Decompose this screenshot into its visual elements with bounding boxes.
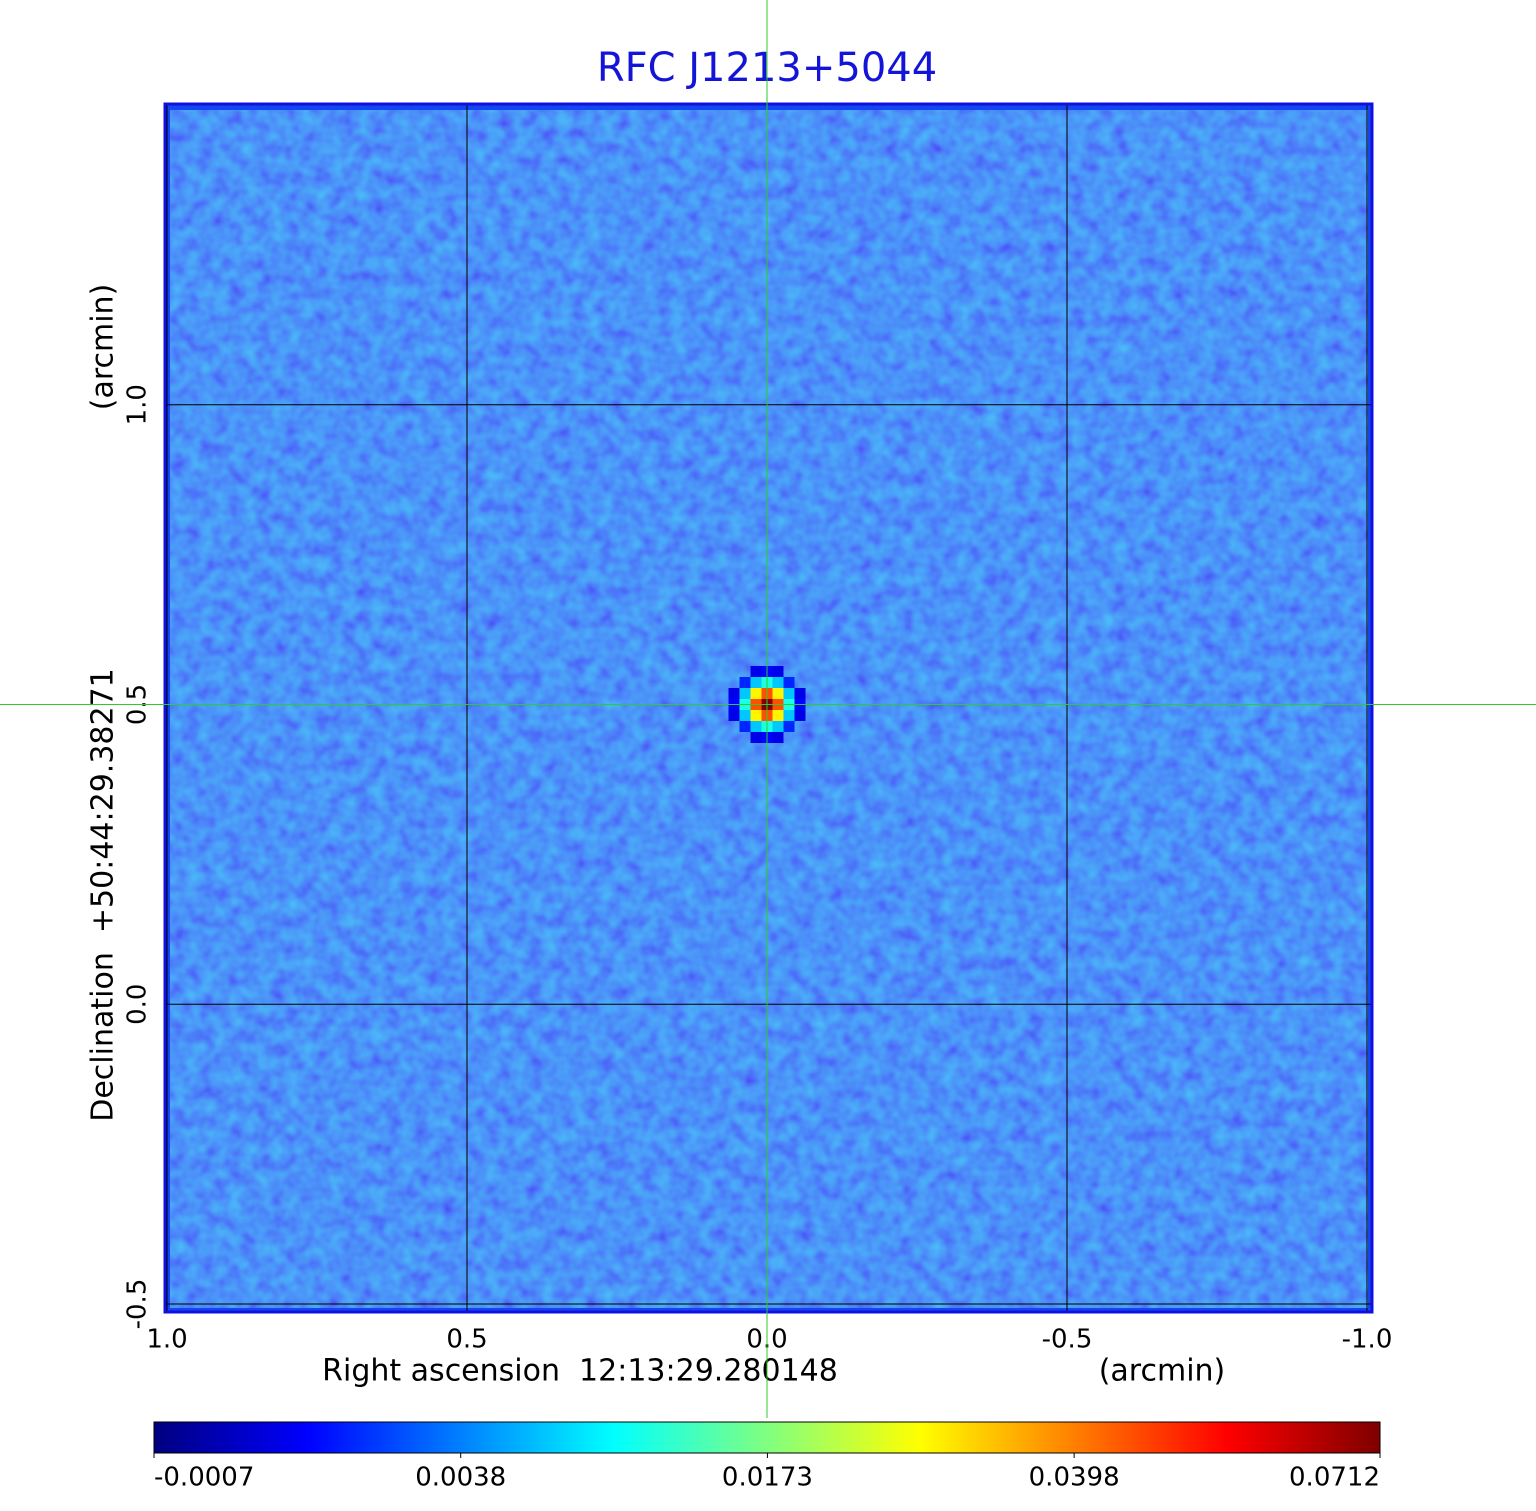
x-tick-label: -0.5 [1042, 1325, 1093, 1355]
source-halo [739, 710, 751, 722]
colorbar-tick-label: 0.0173 [722, 1463, 813, 1493]
source-halo [783, 710, 795, 722]
source-halo [783, 721, 795, 733]
colorbar [153, 1421, 1381, 1454]
y-tick-label: 1.0 [123, 384, 153, 425]
y-axis-unit: (arcmin) [86, 284, 121, 411]
y-tick-label: -0.5 [123, 1279, 153, 1330]
source-halo [772, 710, 784, 722]
source-halo [728, 688, 740, 700]
source-halo [772, 732, 784, 744]
x-tick-label: -1.0 [1342, 1325, 1393, 1355]
source-halo [739, 688, 751, 700]
source-halo [739, 721, 751, 733]
source-halo [783, 677, 795, 689]
source-halo [772, 677, 784, 689]
source-halo [772, 688, 784, 700]
colorbar-tick-label: -0.0007 [154, 1463, 254, 1493]
source-halo [783, 688, 795, 700]
frame [163, 102, 1374, 1314]
x-axis-label: Right ascension 12:13:29.280148 [322, 1354, 838, 1389]
source-halo [739, 677, 751, 689]
x-axis-unit: (arcmin) [1099, 1354, 1226, 1389]
colorbar-tick-label: 0.0712 [1289, 1463, 1380, 1493]
x-tick-label: 1.0 [146, 1325, 187, 1355]
source-halo [794, 688, 806, 700]
y-axis-label: Declination +50:44:29.38271 [86, 668, 121, 1122]
source-halo [750, 721, 762, 733]
source-halo [728, 710, 740, 722]
source-halo [750, 666, 762, 678]
source-halo [750, 710, 762, 722]
x-tick-label: 0.5 [446, 1325, 487, 1355]
source-halo [750, 732, 762, 744]
source-halo [794, 710, 806, 722]
colorbar-tick-label: 0.0398 [1029, 1463, 1120, 1493]
source-halo [772, 666, 784, 678]
source-halo [772, 721, 784, 733]
source-halo [750, 677, 762, 689]
source-halo [750, 688, 762, 700]
y-tick-label: 0.0 [123, 984, 153, 1025]
colorbar-tick-label: 0.0038 [415, 1463, 506, 1493]
